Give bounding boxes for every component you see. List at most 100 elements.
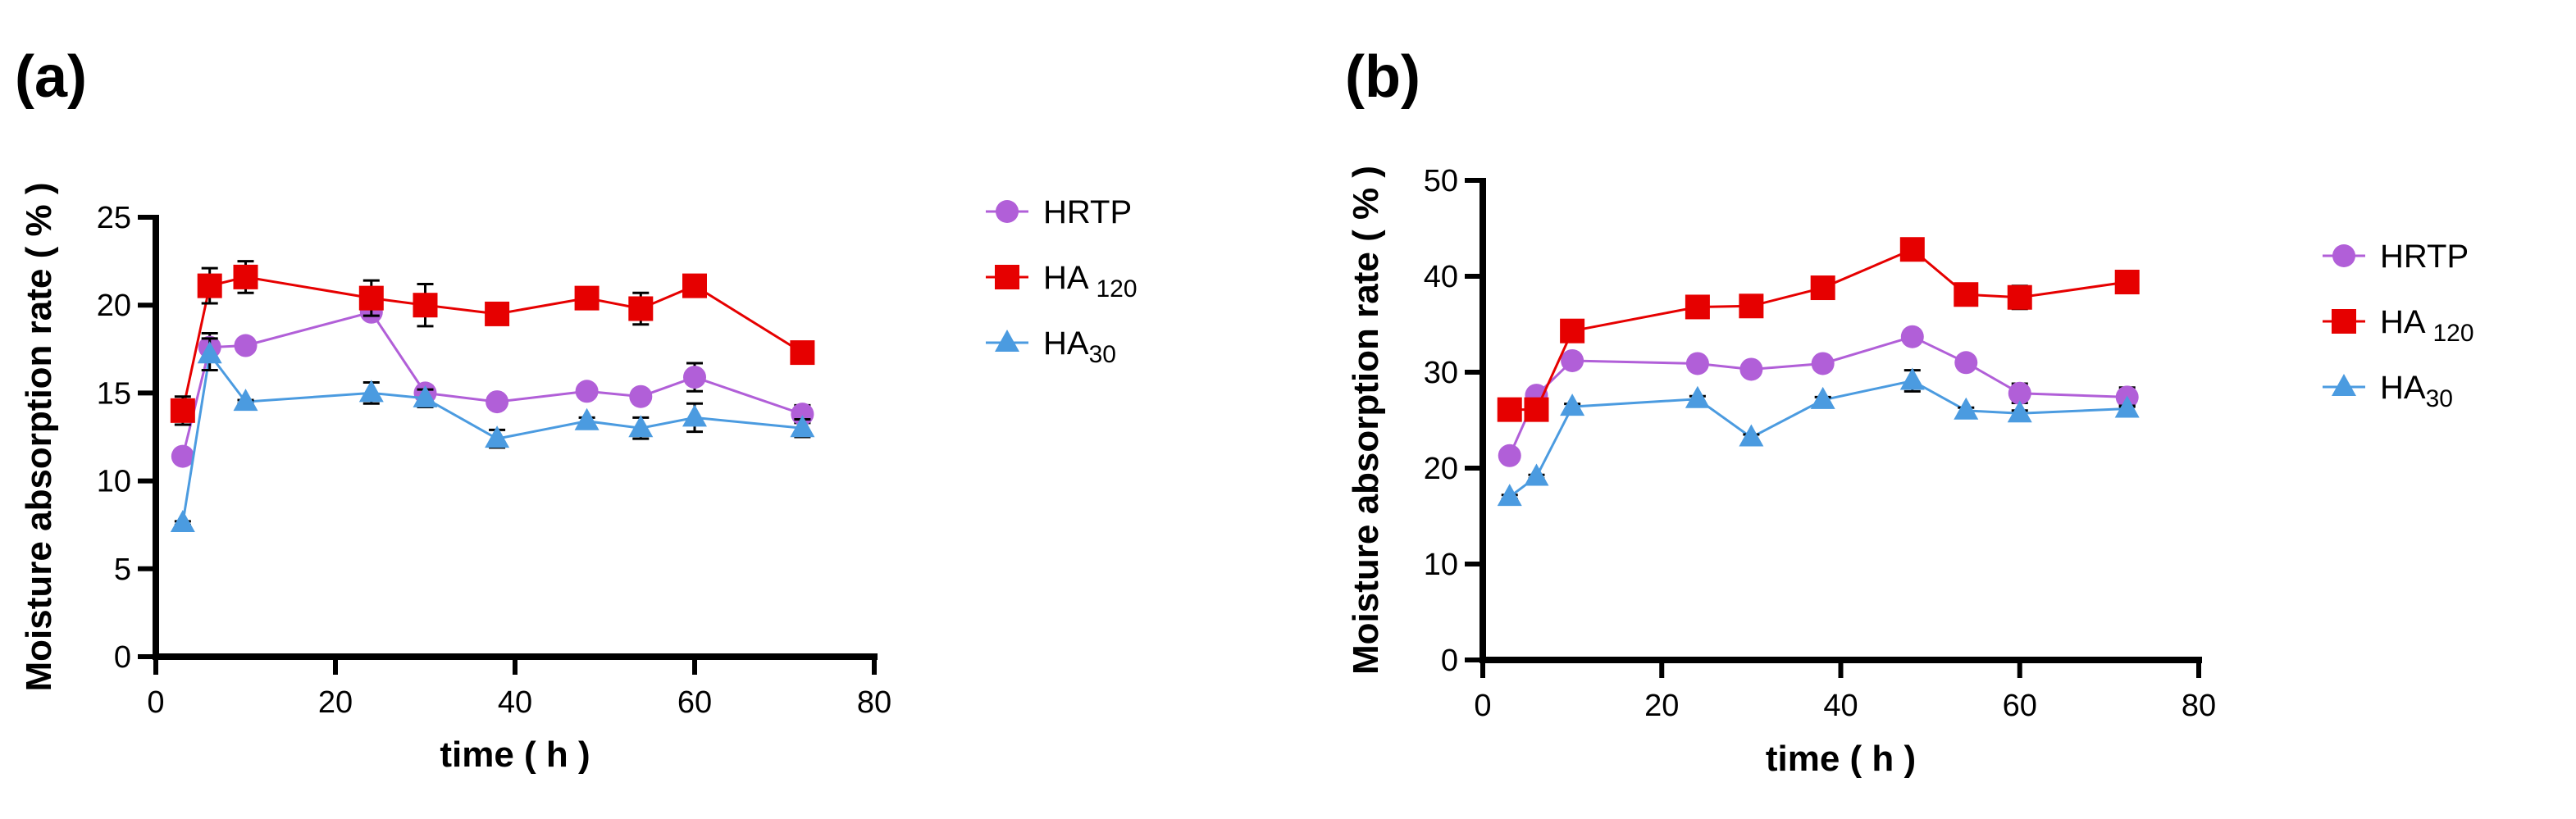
y-tick-label: 20	[97, 289, 131, 323]
x-tick-label: 80	[2182, 689, 2216, 723]
data-point	[683, 366, 706, 389]
data-point	[1900, 325, 1924, 348]
legend-name: HA	[2380, 370, 2426, 406]
data-point	[1524, 463, 1549, 486]
data-point	[485, 301, 510, 326]
series-ha30	[1497, 367, 2140, 507]
data-point	[413, 384, 438, 407]
legend-item: HA 120	[2323, 304, 2474, 347]
legend-marker-triangle-icon	[995, 330, 1019, 352]
series-line	[1508, 335, 2127, 457]
data-point	[171, 444, 194, 468]
data-point	[233, 389, 258, 412]
series-line	[181, 311, 803, 457]
x-tick-label: 60	[677, 685, 712, 720]
y-tick-label: 15	[97, 376, 131, 411]
data-point	[1561, 348, 1584, 372]
legend-marker-square-icon	[995, 265, 1019, 289]
legend-name: HA	[1043, 325, 1089, 362]
legend-item: HA30	[986, 325, 1116, 368]
x-tick-label: 0	[1474, 689, 1491, 723]
legend-subscript: 120	[1096, 275, 1137, 303]
data-point	[1954, 351, 1978, 375]
data-point	[1685, 294, 1710, 320]
x-tick-label: 0	[147, 685, 164, 720]
data-point	[233, 264, 258, 289]
series-line	[1508, 379, 2127, 498]
y-tick-label: 20	[1424, 452, 1458, 486]
data-point	[1560, 318, 1585, 344]
data-point	[2114, 395, 2140, 418]
data-point	[197, 273, 222, 298]
x-tick-label: 40	[1823, 689, 1858, 723]
data-point	[629, 384, 653, 408]
x-tick-label: 40	[498, 685, 532, 720]
y-tick-label: 25	[97, 201, 131, 235]
legend-name: HA	[1043, 260, 1096, 296]
data-point	[682, 404, 707, 427]
data-point	[682, 273, 707, 298]
y-tick-label: 5	[114, 553, 131, 587]
legend-marker-square-icon	[2332, 309, 2356, 334]
data-point	[1739, 293, 1764, 319]
data-point	[1685, 385, 1710, 408]
data-point	[1899, 367, 1925, 390]
data-point	[790, 340, 815, 366]
data-point	[1810, 386, 1835, 409]
data-point	[358, 285, 384, 311]
legend-subscript: 120	[2432, 320, 2473, 347]
data-point	[1739, 357, 1763, 381]
legend-marker-triangle-icon	[2332, 374, 2356, 396]
data-point	[2007, 284, 2032, 310]
data-point	[197, 341, 222, 364]
x-axis-label: time ( h )	[440, 735, 590, 775]
data-point	[628, 296, 654, 321]
series-line	[181, 275, 804, 412]
x-tick-label: 20	[318, 685, 353, 720]
legend-subscript: 30	[2426, 385, 2453, 412]
panel-label: (b)	[1345, 44, 1420, 110]
data-point	[1524, 397, 1549, 422]
data-point	[486, 390, 509, 414]
legend-marker-circle-icon	[2332, 244, 2355, 267]
series-ha120	[170, 260, 815, 426]
series-ha120	[1497, 237, 2140, 422]
series-ha30	[170, 337, 815, 533]
data-point	[485, 425, 510, 448]
legend-item: HRTP	[986, 194, 1132, 230]
legend-item: HA30	[2323, 370, 2453, 412]
y-axis-label: Moisture absorption rate ( % )	[19, 183, 59, 692]
series-line	[181, 351, 803, 524]
data-point	[2007, 400, 2032, 423]
data-point	[1497, 397, 1522, 422]
legend-name: HRTP	[2380, 239, 2469, 275]
legend-label: HA 120	[1043, 260, 1138, 303]
data-point	[2008, 381, 2031, 405]
data-point	[1811, 352, 1835, 375]
y-axis-label: Moisture absorption rate ( % )	[1346, 166, 1386, 675]
data-point	[2114, 270, 2140, 295]
legend-label: HA 120	[2380, 304, 2474, 347]
legend-label: HA30	[1043, 325, 1116, 368]
x-tick-label: 60	[2003, 689, 2037, 723]
data-point	[1954, 397, 1979, 420]
y-tick-label: 30	[1424, 356, 1458, 390]
data-point	[358, 380, 384, 403]
legend-item: HRTP	[2323, 239, 2469, 275]
legend-label: HA30	[2380, 370, 2453, 412]
series-line	[1509, 248, 2127, 412]
y-tick-label: 0	[114, 640, 131, 675]
data-point	[170, 398, 195, 423]
x-tick-label: 80	[857, 685, 891, 720]
x-tick-label: 20	[1644, 689, 1679, 723]
data-point	[1954, 282, 1979, 307]
legend-subscript: 30	[1089, 341, 1116, 368]
data-point	[575, 380, 599, 403]
data-point	[1497, 484, 1522, 507]
data-point	[413, 293, 438, 318]
data-point	[574, 407, 600, 430]
y-tick-label: 50	[1424, 164, 1458, 198]
data-point	[574, 285, 600, 311]
y-tick-label: 10	[97, 465, 131, 499]
